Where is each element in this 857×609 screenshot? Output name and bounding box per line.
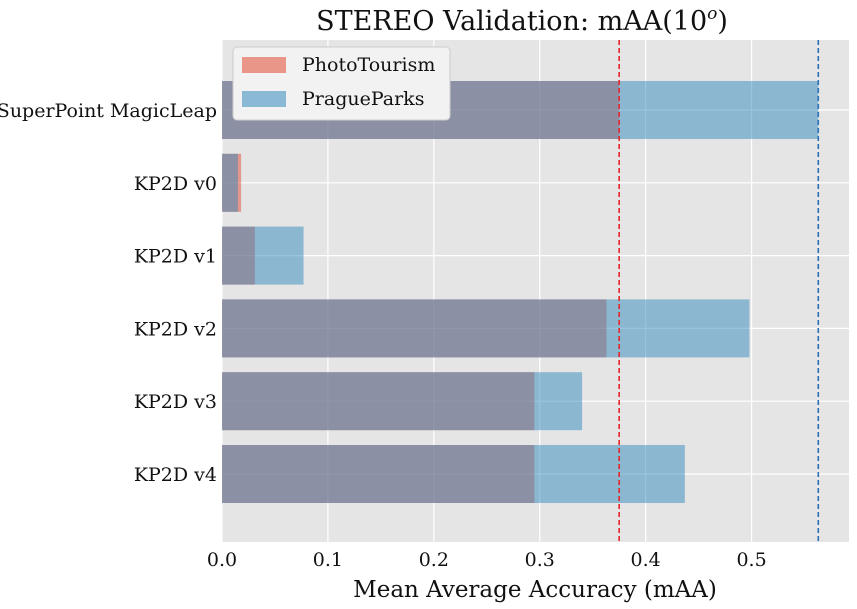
y-tick-label-2: KP2D v1	[134, 246, 217, 268]
legend-label-pragueparks: PragueParks	[302, 88, 424, 110]
legend-box	[232, 46, 451, 121]
y-tick-label-4: KP2D v3	[134, 391, 217, 413]
bars	[222, 81, 819, 503]
legend-label-phototourism: PhotoTourism	[302, 54, 435, 76]
bar-pragueparks-4	[222, 372, 583, 431]
chart-title-superscript: o	[707, 4, 717, 24]
x-tick-labels: 0.0 0.1 0.2 0.3 0.4 0.5	[207, 549, 767, 571]
x-tick-label-5: 0.5	[736, 549, 766, 571]
reference-lines	[618, 40, 820, 542]
y-tick-label-5: KP2D v4	[134, 464, 217, 486]
legend-swatch-phototourism	[242, 57, 286, 73]
y-tick-label-3: KP2D v2	[134, 318, 217, 340]
bar-pragueparks-3	[222, 299, 750, 358]
chart-title: STEREO Validation: mAA(10o)	[316, 4, 728, 37]
bar-pragueparks-1	[222, 153, 238, 212]
x-tick-label-2: 0.2	[419, 549, 449, 571]
legend: PhotoTourism PragueParks	[232, 46, 451, 121]
y-tick-label-1: KP2D v0	[134, 173, 217, 195]
legend-swatch-pragueparks	[242, 91, 286, 107]
y-tick-labels: SuperPoint MagicLeap KP2D v0 KP2D v1 KP2D v…	[0, 100, 217, 486]
x-tick-label-3: 0.3	[525, 549, 555, 571]
bar-pragueparks-2	[222, 226, 304, 285]
chart-title-suffix: )	[717, 6, 728, 37]
x-axis-label: Mean Average Accuracy (mAA)	[353, 577, 717, 603]
chart-title-main: STEREO Validation: mAA(10	[316, 6, 707, 37]
x-tick-label-4: 0.4	[631, 549, 661, 571]
bar-pragueparks-5	[222, 445, 685, 503]
x-tick-label-1: 0.1	[313, 549, 343, 571]
y-tick-label-0: SuperPoint MagicLeap	[0, 100, 217, 122]
x-tick-label-0: 0.0	[207, 549, 237, 571]
